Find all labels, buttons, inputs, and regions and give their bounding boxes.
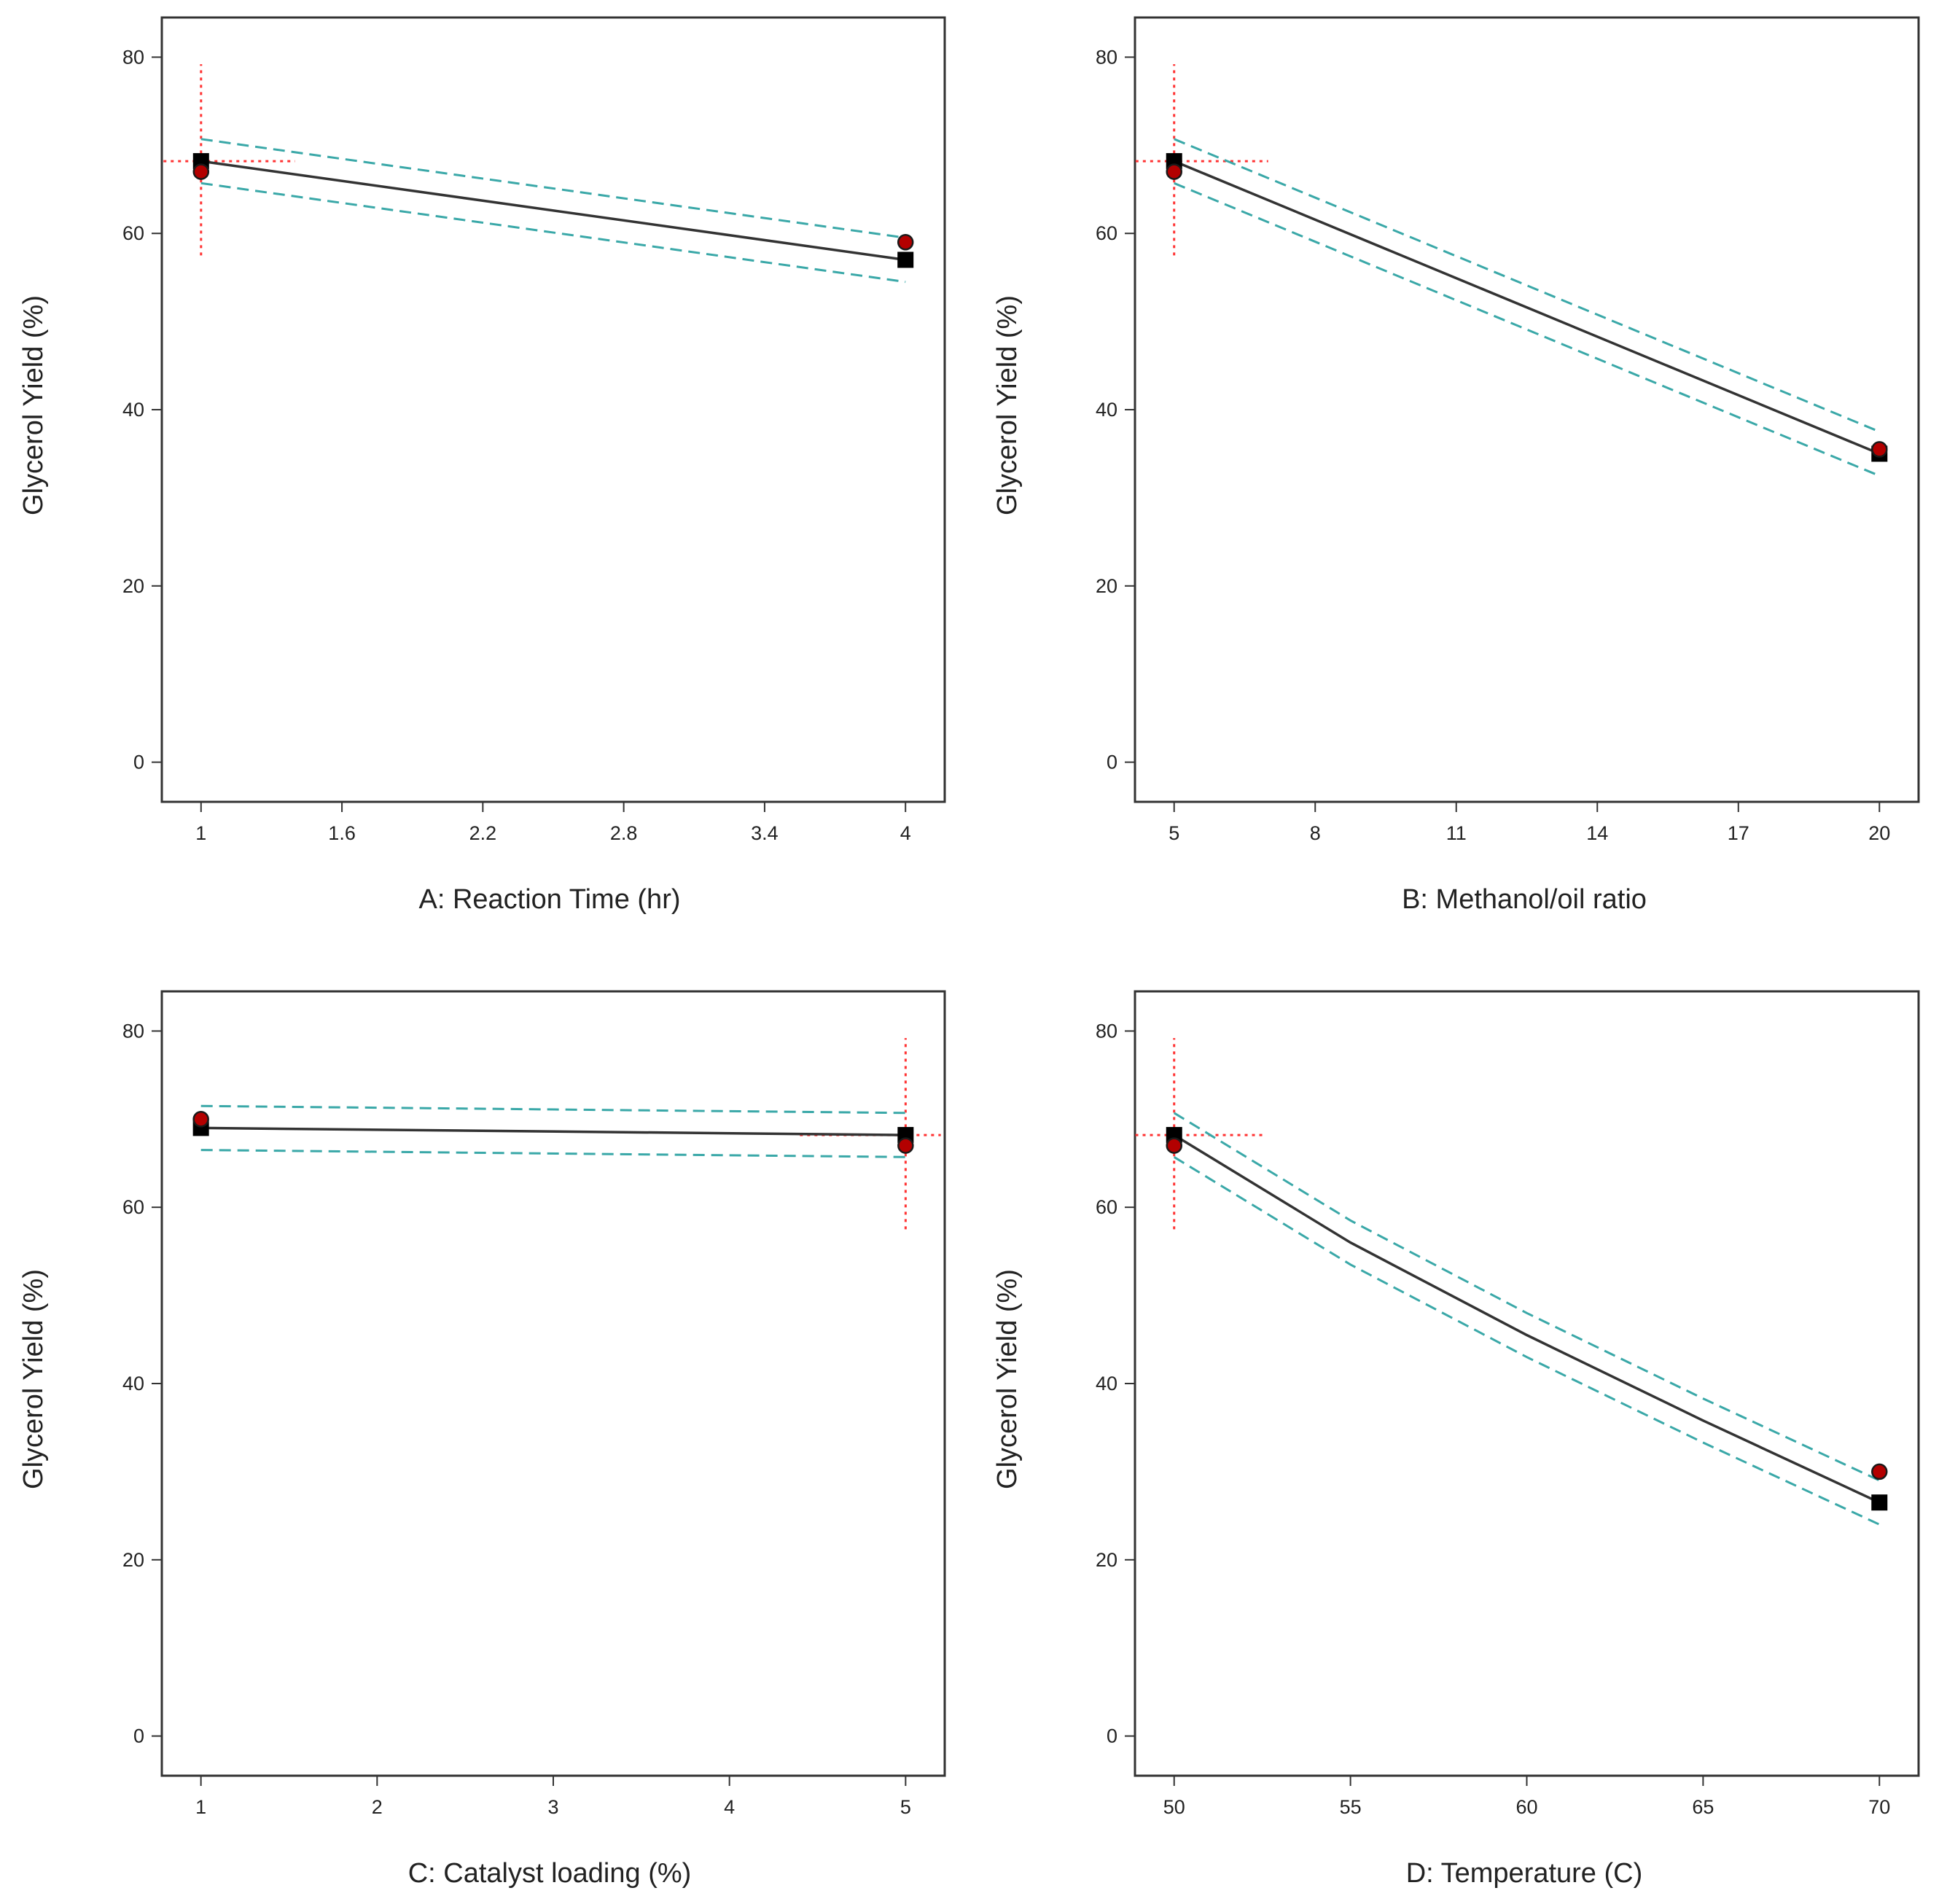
fitted-line xyxy=(1173,1134,1881,1504)
y-axis-title: Glycerol Yield (%) xyxy=(992,295,1023,515)
x-axis-title: B: Methanol/oil ratio xyxy=(1402,884,1647,915)
x-tick-label: 4 xyxy=(724,1796,735,1818)
x-tick-label: 2.2 xyxy=(469,822,497,844)
actual-point xyxy=(1166,163,1182,180)
y-tick-label: 60 xyxy=(122,222,144,244)
design-point xyxy=(897,251,914,268)
plot-frame xyxy=(1134,990,1920,1777)
x-tick-label: 3 xyxy=(547,1796,558,1818)
upper-confidence-band xyxy=(1173,1112,1880,1482)
y-tick-label: 0 xyxy=(133,1725,144,1747)
lower-confidence-band xyxy=(200,1149,906,1158)
actual-point xyxy=(897,1137,914,1154)
lower-confidence-band xyxy=(200,182,906,284)
x-tick-label: 2 xyxy=(372,1796,383,1818)
x-tick-label: 8 xyxy=(1310,822,1321,844)
y-tick-label: 40 xyxy=(1096,1373,1117,1394)
x-tick-label: 4 xyxy=(900,822,911,844)
x-tick-label: 1.6 xyxy=(328,822,356,844)
y-axis-title: Glycerol Yield (%) xyxy=(18,1269,49,1489)
plot-frame xyxy=(160,16,946,803)
y-axis-title: Glycerol Yield (%) xyxy=(18,295,49,515)
actual-point xyxy=(192,1111,209,1128)
x-tick-label: 20 xyxy=(1868,822,1890,844)
y-tick-label: 40 xyxy=(122,399,144,421)
panel-plot: 0 20 40 60 80 1 2 3 4 5 xyxy=(122,990,946,1818)
y-axis-title: Glycerol Yield (%) xyxy=(992,1269,1023,1489)
x-tick-label: 60 xyxy=(1515,1796,1537,1818)
y-tick-label: 0 xyxy=(1107,1725,1117,1747)
x-tick-label: 55 xyxy=(1340,1796,1362,1818)
x-axis-title: C: Catalyst loading (%) xyxy=(408,1858,692,1889)
y-tick-label: 60 xyxy=(122,1196,144,1218)
actual-point xyxy=(1871,441,1888,458)
panel-plot: 0 20 40 60 80 5 8 11 14 17 20 xyxy=(1096,16,1920,844)
y-tick-label: 60 xyxy=(1096,1196,1117,1218)
actual-point xyxy=(1871,1463,1888,1480)
lower-confidence-band xyxy=(1174,182,1880,477)
plot-frame xyxy=(1134,16,1920,803)
actual-point xyxy=(192,163,210,180)
upper-confidence-band xyxy=(200,138,906,239)
x-tick-label: 1 xyxy=(195,822,206,844)
x-tick-label: 1 xyxy=(195,1796,206,1818)
fitted-line xyxy=(1174,160,1880,456)
actual-point xyxy=(1166,1137,1182,1154)
y-tick-label: 80 xyxy=(122,1020,144,1042)
x-axis-title: A: Reaction Time (hr) xyxy=(419,884,681,915)
x-axis-title: D: Temperature (C) xyxy=(1406,1858,1643,1889)
fitted-line xyxy=(200,1126,906,1136)
fitted-line xyxy=(200,160,906,262)
y-tick-label: 20 xyxy=(1096,1549,1117,1571)
panel-a-reaction-time: 0 20 40 60 80 1 1.6 2.2 2.8 3.4 4 A: Reaction Time… xyxy=(18,16,946,915)
y-tick-label: 40 xyxy=(122,1373,144,1394)
x-tick-label: 17 xyxy=(1728,822,1749,844)
x-tick-label: 11 xyxy=(1446,822,1467,844)
design-point xyxy=(1871,1494,1888,1511)
y-tick-label: 20 xyxy=(1096,575,1117,597)
y-tick-label: 80 xyxy=(1096,1020,1117,1042)
x-tick-label: 50 xyxy=(1163,1796,1185,1818)
y-tick-label: 20 xyxy=(122,575,144,597)
x-tick-label: 2.8 xyxy=(610,822,638,844)
y-tick-label: 20 xyxy=(122,1549,144,1571)
x-tick-label: 5 xyxy=(900,1796,911,1818)
y-tick-label: 0 xyxy=(1107,752,1117,773)
x-tick-label: 3.4 xyxy=(751,822,779,844)
panel-plot: 0 20 40 60 80 50 55 60 65 70 xyxy=(1096,990,1920,1818)
y-tick-label: 60 xyxy=(1096,222,1117,244)
y-tick-label: 0 xyxy=(133,752,144,773)
x-tick-label: 14 xyxy=(1586,822,1608,844)
upper-confidence-band xyxy=(200,1104,906,1115)
panel-c-catalyst-loading: 0 20 40 60 80 1 2 3 4 5 C: Catalyst loading (%) G… xyxy=(18,990,946,1889)
x-tick-label: 5 xyxy=(1169,822,1179,844)
y-tick-label: 80 xyxy=(1096,46,1117,68)
x-tick-label: 70 xyxy=(1868,1796,1890,1818)
upper-confidence-band xyxy=(1174,138,1880,433)
y-tick-label: 80 xyxy=(122,46,144,68)
panel-d-temperature: 0 20 40 60 80 50 55 60 65 70 D: Temperature (C) G… xyxy=(992,990,1920,1889)
panel-plot: 0 20 40 60 80 1 1.6 2.2 2.8 3.4 4 xyxy=(122,16,946,844)
lower-confidence-band xyxy=(1173,1156,1880,1526)
y-tick-label: 40 xyxy=(1096,399,1117,421)
panel-b-methanol-oil-ratio: 0 20 40 60 80 5 8 11 14 17 20 B: Methanol/oil rati… xyxy=(992,16,1920,915)
actual-point xyxy=(897,234,914,251)
x-tick-label: 65 xyxy=(1692,1796,1714,1818)
